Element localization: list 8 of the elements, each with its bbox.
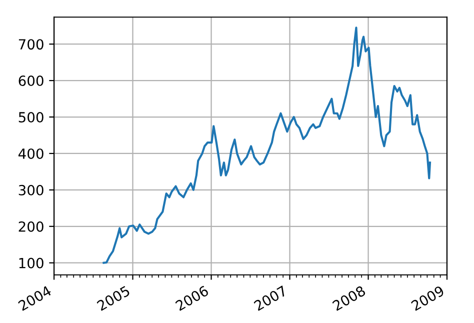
y-tick-label: 300 (18, 184, 44, 196)
y-tick-label: 700 (18, 39, 44, 50)
y-tick-label: 400 (18, 148, 44, 159)
y-tick-label: 100 (19, 258, 44, 268)
y-tick-label: 500 (18, 112, 44, 122)
y-tick-label: 600 (18, 76, 44, 86)
line-series (102, 26, 432, 264)
y-tick-label: 200 (18, 221, 44, 232)
